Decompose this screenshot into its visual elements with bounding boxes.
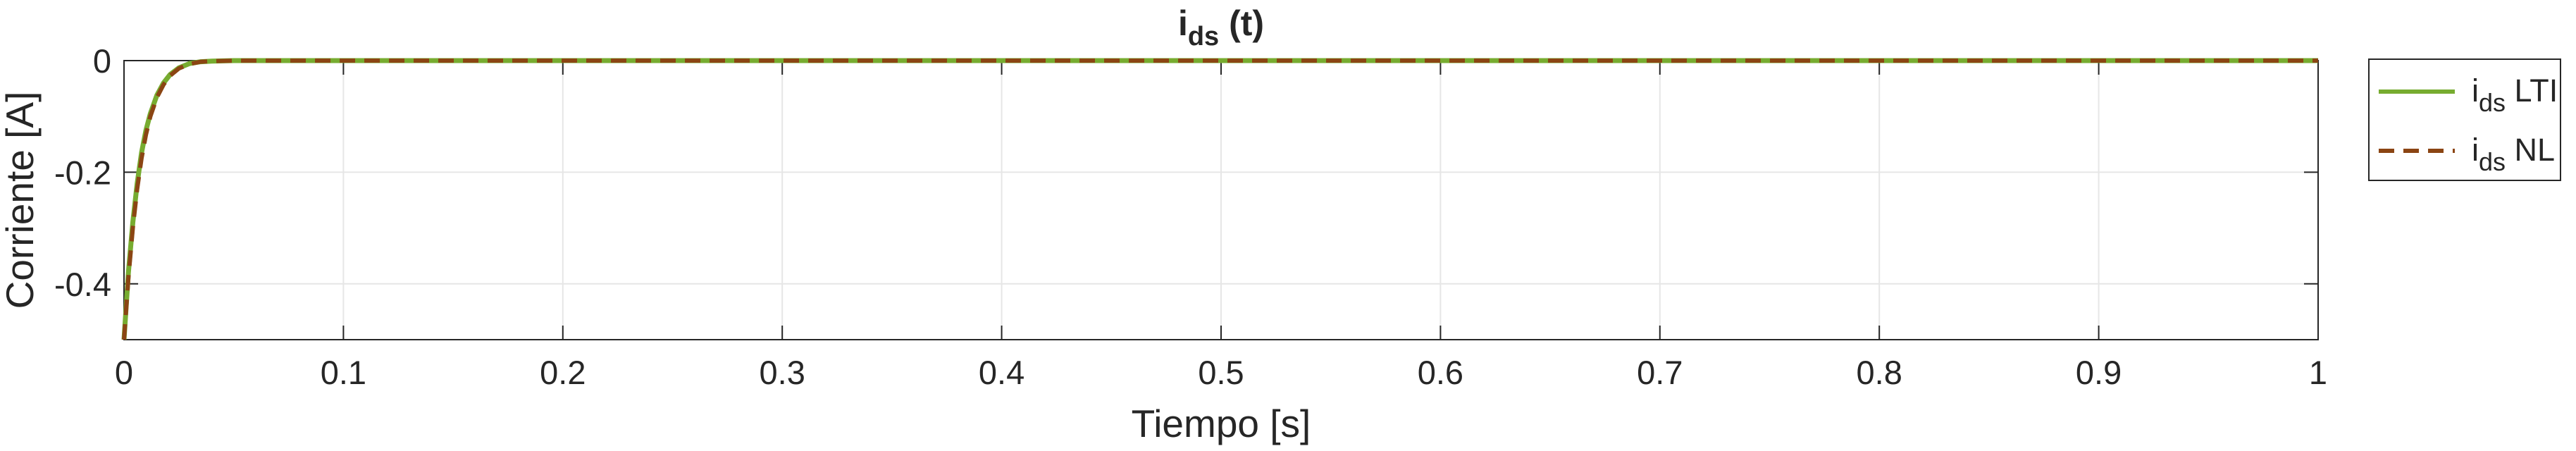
legend-label-main: i: [2472, 73, 2479, 109]
x-tick-label: 0.7: [1637, 354, 1683, 391]
x-tick-label: 0.2: [540, 354, 586, 391]
series-group: [121, 58, 2318, 340]
chart-title-subscript: ds: [1188, 22, 1219, 51]
x-tick-label: 0.6: [1418, 354, 1463, 391]
x-tick-label: 0.3: [760, 354, 805, 391]
x-tick-label: 0.5: [1198, 354, 1244, 391]
x-tick-label: 0.8: [1857, 354, 1902, 391]
legend-label-2: ids NL: [2472, 132, 2555, 176]
y-tick-labels: 0 -0.2 -0.4: [54, 42, 111, 303]
x-tick-label: 0.4: [979, 354, 1024, 391]
chart-title: ids (t): [1178, 4, 1264, 51]
legend-label-suffix: NL: [2506, 132, 2555, 168]
legend-label-1: ids LTI: [2472, 73, 2558, 117]
series-line-2: [122, 58, 2318, 340]
x-tick-label: 1: [2309, 354, 2327, 391]
x-tick-label: 0: [115, 354, 133, 391]
y-tick-label: -0.4: [54, 266, 111, 303]
y-tick-label: 0: [93, 42, 111, 80]
legend-label-subscript: ds: [2479, 88, 2506, 117]
legend-label-main: i: [2472, 132, 2479, 168]
chart-title-suffix: (t): [1219, 4, 1264, 43]
x-tick-label: 0.9: [2076, 354, 2122, 391]
legend-box: [2368, 58, 2561, 181]
legend-label-suffix: LTI: [2506, 73, 2558, 109]
chart-title-main: i: [1178, 4, 1188, 43]
y-tick-label: -0.2: [54, 154, 111, 191]
legend-label-subscript: ds: [2479, 147, 2506, 176]
y-axis-label: Corriente [A]: [0, 92, 42, 309]
x-tick-label: 0.1: [321, 354, 366, 391]
grid: [123, 60, 2319, 340]
x-axis-label: Tiempo [s]: [1132, 402, 1311, 445]
x-tick-labels: 0 0.1 0.2 0.3 0.4 0.5 0.6 0.7 0.8 0.9 1: [115, 354, 2327, 391]
